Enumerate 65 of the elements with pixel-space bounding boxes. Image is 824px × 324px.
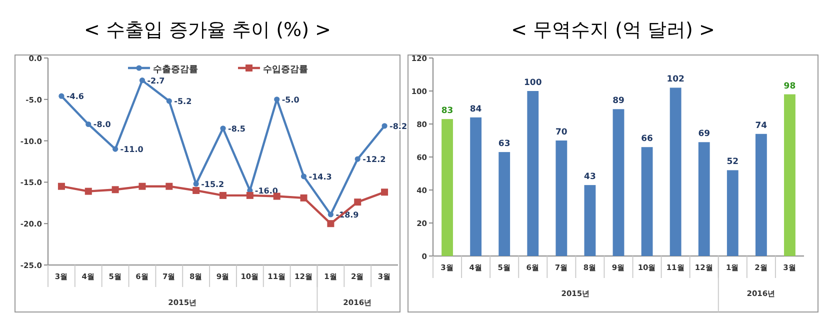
point <box>84 188 92 195</box>
data-label: 84 <box>470 104 482 114</box>
data-label: -8.2 <box>390 122 408 131</box>
data-label: -14.3 <box>308 172 332 182</box>
data-label: 63 <box>498 139 510 150</box>
point <box>300 174 307 180</box>
point <box>193 181 199 187</box>
data-label: -8.5 <box>228 124 246 134</box>
bar <box>670 88 682 256</box>
point <box>246 192 254 199</box>
data-label: -16.0 <box>254 186 278 196</box>
legend-label: 수출증감률 <box>153 64 198 75</box>
data-label: 102 <box>666 74 685 85</box>
data-label: 83 <box>441 106 454 116</box>
point <box>192 186 200 194</box>
bar <box>755 134 767 256</box>
chart-title: < 무역수지 (억 달러) > <box>511 19 715 41</box>
point <box>300 194 308 202</box>
data-label: -5.0 <box>282 95 300 104</box>
data-label: -15.2 <box>201 180 224 189</box>
data-label: -12.2 <box>362 155 386 164</box>
data-label: -2.7 <box>147 76 165 86</box>
data-label: 98 <box>784 81 796 92</box>
point <box>220 192 226 199</box>
point <box>166 98 172 104</box>
data-label: -8.0 <box>93 120 112 130</box>
data-label: 43 <box>584 172 596 182</box>
point <box>86 121 92 128</box>
bar <box>527 91 539 256</box>
point <box>382 123 388 129</box>
bar <box>470 117 482 256</box>
legend-label: 수입증감률 <box>263 65 308 75</box>
point <box>58 93 64 99</box>
data-label: 66 <box>641 134 654 144</box>
point <box>328 212 334 218</box>
point <box>381 188 388 196</box>
data-label: 69 <box>698 129 710 140</box>
chart-title: < 수출입 증가율 추이 (%) > <box>84 19 331 41</box>
point <box>138 182 146 190</box>
bar <box>784 94 796 256</box>
bar <box>556 140 568 256</box>
bar <box>726 170 738 256</box>
point <box>58 182 65 190</box>
point <box>139 78 146 84</box>
bar <box>498 152 510 256</box>
bar <box>612 109 624 256</box>
data-label: -4.6 <box>66 92 84 102</box>
bar <box>442 119 453 256</box>
point <box>112 146 118 152</box>
bar <box>584 185 596 256</box>
bar <box>698 142 710 256</box>
point <box>166 182 173 190</box>
bar <box>641 147 653 256</box>
data-label: 100 <box>524 78 542 88</box>
data-label: 52 <box>726 157 739 168</box>
point <box>112 186 119 194</box>
data-label: -5.2 <box>174 97 192 106</box>
point <box>327 220 334 228</box>
point <box>354 156 360 162</box>
point <box>220 126 226 132</box>
data-label: -11.0 <box>120 145 144 154</box>
data-label: 74 <box>755 120 768 131</box>
data-label: 70 <box>556 128 568 138</box>
point <box>354 198 362 206</box>
data-label: 89 <box>612 96 624 106</box>
